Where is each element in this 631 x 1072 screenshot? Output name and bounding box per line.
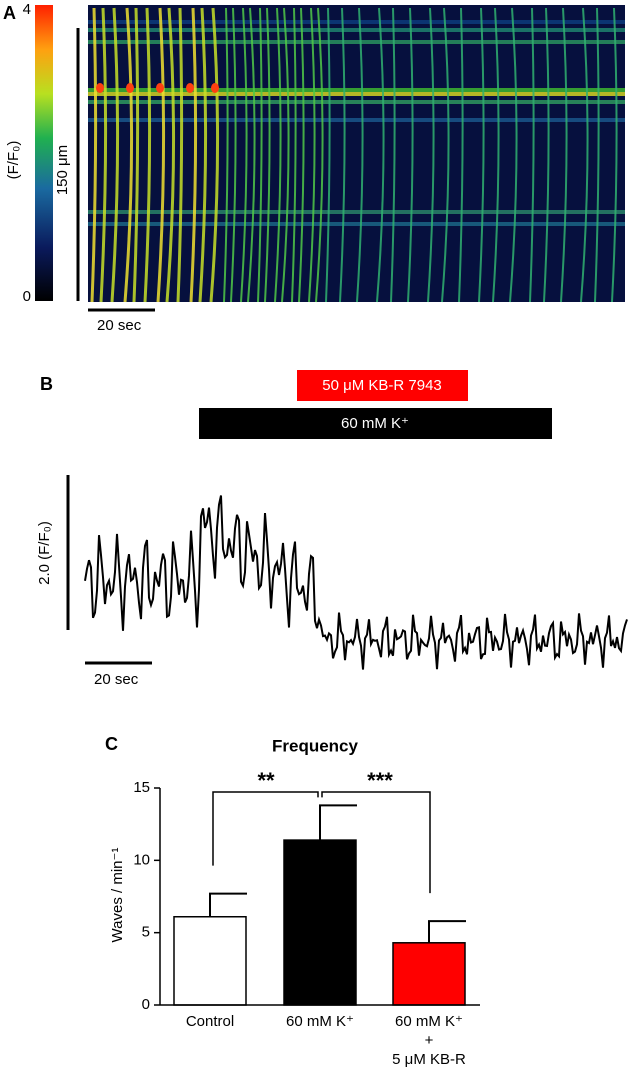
- kymograph-streak: [298, 7, 305, 303]
- kymograph-band: [88, 88, 625, 92]
- kymograph-streak: [441, 7, 450, 303]
- kymograph-hotspot: [96, 83, 104, 93]
- kymograph-streak: [198, 7, 208, 303]
- y-tick-label: 5: [142, 924, 150, 941]
- kymograph-band: [88, 222, 625, 226]
- bar: [283, 839, 357, 1006]
- kymograph-streak: [209, 7, 220, 303]
- colorbar-tick-label: 4: [23, 1, 31, 18]
- k-bar-label: 60 mM K⁺: [341, 415, 409, 432]
- kymograph: [88, 5, 625, 303]
- kymograph-streak: [478, 7, 485, 303]
- panel-label: B: [40, 374, 53, 394]
- kymograph-streak: [230, 7, 237, 303]
- kymograph-streak: [427, 7, 435, 303]
- kymograph-streak: [594, 7, 600, 303]
- kymograph-streak: [543, 7, 550, 303]
- space-scale-label: 150 μm: [54, 145, 71, 195]
- colorbar-label: (F/F₀): [5, 141, 22, 180]
- colorbar-tick-label: 0: [23, 288, 31, 305]
- kymograph-streak: [407, 7, 414, 303]
- x-tick-label: Control: [186, 1013, 234, 1030]
- y-tick-label: 0: [142, 996, 150, 1013]
- kymograph-band: [88, 118, 625, 122]
- kymograph-streak: [291, 7, 297, 303]
- kymograph-streak: [281, 7, 290, 303]
- bar: [173, 916, 247, 1006]
- time-scale-label: 20 sec: [97, 317, 142, 334]
- kymograph-streak: [356, 7, 364, 303]
- amplitude-scale-label: 2.0 (F/F₀): [36, 521, 53, 585]
- colorbar: [35, 5, 53, 301]
- panel-label: A: [3, 3, 16, 23]
- kymograph-streak: [165, 7, 176, 303]
- kymograph-band: [88, 92, 625, 96]
- kymograph-streak: [247, 7, 256, 303]
- drug-bar-label: 50 μM KB-R 7943: [322, 377, 442, 394]
- kymograph-streak: [110, 7, 120, 303]
- kymograph-hotspot: [211, 83, 219, 93]
- kymograph-background: [88, 5, 625, 302]
- kymograph-band: [88, 100, 625, 104]
- bar: [392, 942, 466, 1006]
- x-tick-label: 60 mM K⁺ +5 μM KB-R: [392, 1013, 466, 1068]
- kymograph-streak: [223, 7, 229, 303]
- significance-bracket: [212, 791, 319, 866]
- kymograph-streak: [264, 7, 271, 303]
- kymograph-streak: [123, 7, 134, 303]
- x-tick-label: 60 mM K⁺: [286, 1013, 354, 1030]
- significance-label: ***: [367, 768, 393, 793]
- y-tick-label: 15: [133, 779, 150, 796]
- kymograph-streak: [325, 7, 331, 303]
- kymograph-band: [88, 210, 625, 214]
- kymograph-streak: [560, 7, 568, 303]
- kymograph-hotspot: [126, 83, 134, 93]
- kymograph-streak: [143, 7, 152, 303]
- fluorescence-trace: [84, 495, 628, 670]
- kymograph-streak: [390, 7, 396, 303]
- kymograph-hotspot: [156, 83, 164, 93]
- significance-bracket: [321, 791, 431, 894]
- kymograph-streak: [376, 7, 385, 303]
- time-scale-label: 20 sec: [94, 671, 139, 688]
- kymograph-hotspot: [186, 83, 194, 93]
- drug-bar: [297, 370, 468, 401]
- kymograph-streak: [156, 7, 166, 303]
- y-tick-label: 10: [133, 851, 150, 868]
- kymograph-streak: [315, 7, 324, 303]
- kymograph-streak: [580, 7, 589, 303]
- kymograph-streak: [611, 7, 618, 303]
- kymograph-band: [88, 20, 625, 24]
- significance-label: **: [257, 768, 275, 793]
- kymograph-streak: [492, 7, 500, 303]
- kymograph-streak: [240, 7, 248, 303]
- kymograph-streak: [308, 7, 316, 303]
- kymograph-streak: [274, 7, 282, 303]
- chart-title: Frequency: [272, 736, 359, 755]
- panel-label: C: [105, 734, 118, 754]
- kymograph-streak: [90, 7, 98, 303]
- kymograph-streak: [99, 7, 108, 303]
- kymograph-streak: [132, 7, 140, 303]
- kymograph-streak: [339, 7, 346, 303]
- kymograph-band: [88, 40, 625, 44]
- kymograph-streak: [509, 7, 518, 303]
- kymograph-streak: [189, 7, 198, 303]
- kymograph-band: [88, 28, 625, 32]
- kymograph-streak: [458, 7, 464, 303]
- kymograph-streak: [257, 7, 263, 303]
- kymograph-streak: [176, 7, 184, 303]
- k-bar: [199, 408, 552, 439]
- kymograph-streak: [529, 7, 535, 303]
- y-axis-label: Waves / min⁻¹: [109, 848, 126, 943]
